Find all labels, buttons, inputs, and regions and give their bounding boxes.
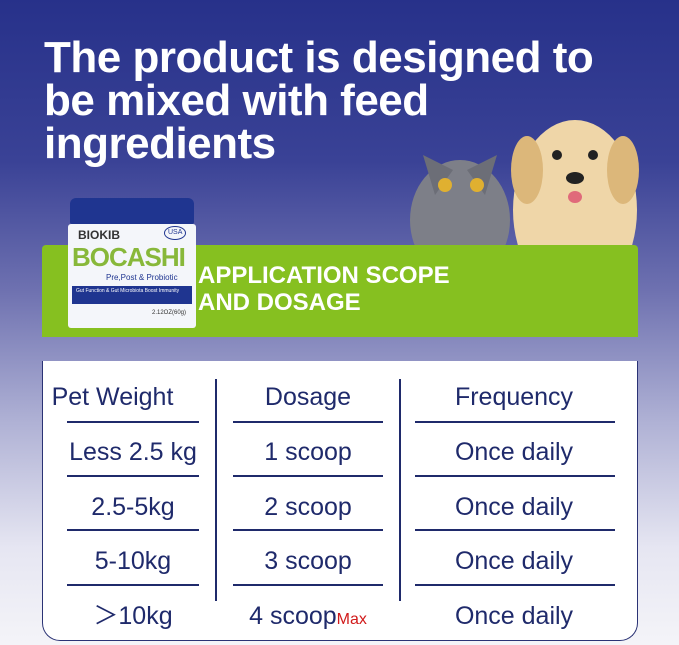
frequency-cell: Once daily bbox=[454, 602, 574, 630]
frequency-cell: Once daily bbox=[454, 547, 574, 575]
dosage-cell: 1 scoop bbox=[264, 438, 352, 466]
weight-cell: 5-10kg bbox=[94, 547, 172, 575]
dosage-cell: 3 scoop bbox=[264, 547, 352, 575]
weight-cell: ＞10kg bbox=[93, 602, 173, 630]
product-subtitle: Pre,Post & Probiotic bbox=[106, 273, 178, 282]
product-name: BOCASHI bbox=[72, 242, 186, 272]
header-dosage: Dosage bbox=[264, 383, 352, 411]
banner-title: APPLICATION SCOPE AND DOSAGE bbox=[198, 262, 450, 316]
header-pet-weight: Pet Weight bbox=[51, 383, 174, 411]
usa-badge: USA bbox=[164, 226, 187, 240]
header-frequency: Frequency bbox=[454, 383, 574, 411]
dosage-cell: 2 scoop bbox=[264, 493, 352, 521]
net-weight: 2.12OZ(60g) bbox=[152, 310, 187, 316]
dosage-table: Pet Weight Dosage Frequency Less 2.5 kg … bbox=[42, 361, 638, 641]
brand-logo: BIOKIB bbox=[78, 228, 120, 242]
banner-line-1: APPLICATION SCOPE bbox=[198, 262, 450, 289]
column-divider bbox=[399, 379, 401, 601]
weight-cell: 2.5-5kg bbox=[91, 493, 175, 521]
frequency-cell: Once daily bbox=[454, 493, 574, 521]
weight-cell: Less 2.5 kg bbox=[69, 438, 197, 466]
dosage-value: 4 scoop bbox=[249, 602, 337, 630]
product-claim: Gut Function & Gut Microbiota Boost Immu… bbox=[72, 286, 192, 304]
column-divider bbox=[215, 379, 217, 601]
max-note: Max bbox=[336, 611, 367, 628]
headline: The product is designed to be mixed with… bbox=[44, 33, 594, 168]
banner-line-2: AND DOSAGE bbox=[198, 289, 361, 316]
product-jar: BIOKIB USA BOCASHI Pre,Post & Probiotic … bbox=[66, 196, 198, 328]
frequency-cell: Once daily bbox=[454, 438, 574, 466]
dosage-cell: 4 scoopMax bbox=[233, 601, 383, 635]
